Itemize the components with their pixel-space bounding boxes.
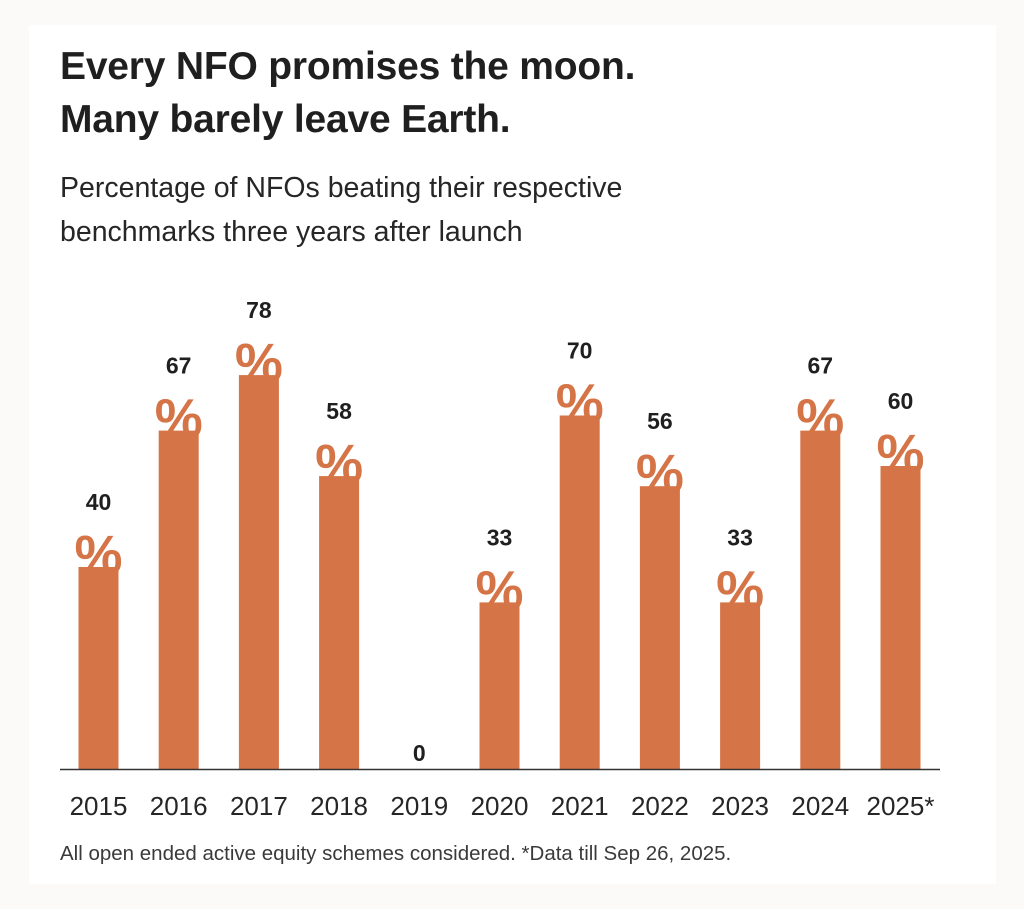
percent-icon: %: [475, 560, 523, 620]
bar-2023: [720, 602, 761, 770]
x-tick-label: 2024: [791, 791, 849, 821]
value-label-2023: 33: [727, 524, 753, 550]
value-label-2016: 67: [166, 353, 192, 379]
bar-2022: [639, 486, 680, 769]
percent-icon: %: [74, 525, 122, 585]
percent-icon: %: [876, 424, 924, 484]
value-label-2018: 58: [326, 398, 352, 424]
value-labels-group: 40 67 78 58 0 33 70 56 33 67 60: [86, 297, 914, 766]
x-tick-label: 2023: [711, 791, 769, 821]
bar-2018: [319, 476, 360, 769]
bar-2015: [78, 567, 119, 769]
x-tick-labels-group: 2015 2016 2017 2018 2019 2020 2021 2022 2023 2024…: [70, 791, 935, 821]
value-label-2015: 40: [86, 489, 112, 515]
value-label-2025: 60: [888, 388, 914, 414]
bar-2017: [238, 375, 279, 769]
chart-title-line-1: Every NFO promises the moon.: [60, 45, 636, 88]
chart-subtitle-line-2: benchmarks three years after launch: [60, 216, 523, 248]
x-tick-label: 2018: [310, 791, 368, 821]
x-tick-label: 2016: [150, 791, 208, 821]
percent-icon: %: [556, 374, 604, 434]
percent-icon: %: [636, 444, 684, 504]
x-tick-label: 2019: [390, 791, 448, 821]
value-label-2021: 70: [567, 338, 593, 364]
x-tick-label: 2020: [471, 791, 529, 821]
x-tick-label: 2017: [230, 791, 288, 821]
percent-icon: %: [796, 389, 844, 449]
chart-subtitle-line-1: Percentage of NFOs beating their respect…: [60, 172, 623, 204]
bar-2020: [479, 602, 520, 770]
x-tick-label: 2015: [70, 791, 128, 821]
x-tick-label: 2025*: [867, 791, 935, 821]
percent-glyphs-group: %%%%%%%%%%: [74, 333, 924, 620]
bar-2025: [880, 466, 921, 769]
chart-footnote: All open ended active equity schemes con…: [60, 842, 732, 865]
chart-title: Every NFO promises the moon. Many barely…: [60, 40, 635, 146]
bar-2016: [158, 430, 199, 769]
percent-icon: %: [155, 389, 203, 449]
x-tick-label: 2022: [631, 791, 689, 821]
value-label-2020: 33: [487, 524, 513, 550]
percent-icon: %: [315, 434, 363, 494]
bars-group: [78, 375, 921, 770]
value-label-2024: 67: [808, 353, 834, 379]
bar-2021: [559, 415, 600, 769]
value-label-2019: 0: [413, 740, 426, 766]
x-tick-label: 2021: [551, 791, 609, 821]
chart-title-line-2: Many barely leave Earth.: [60, 98, 511, 141]
chart-subtitle: Percentage of NFOs beating their respect…: [60, 166, 622, 254]
percent-icon: %: [235, 333, 283, 393]
value-label-2022: 56: [647, 408, 673, 434]
percent-icon: %: [716, 560, 764, 620]
bar-2024: [800, 430, 841, 769]
value-label-2017: 78: [246, 297, 272, 323]
